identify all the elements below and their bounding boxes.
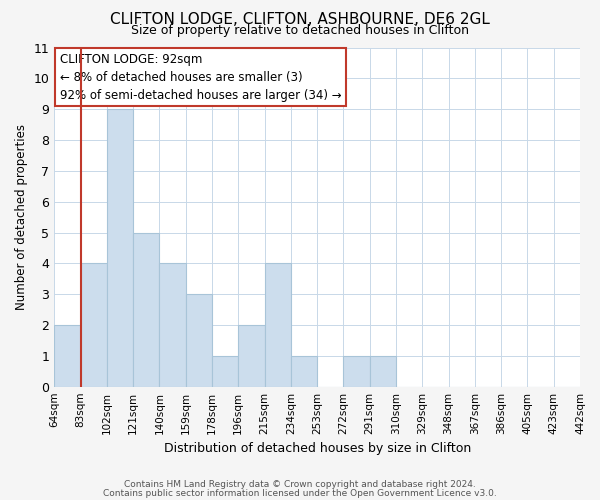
Text: CLIFTON LODGE: 92sqm
← 8% of detached houses are smaller (3)
92% of semi-detache: CLIFTON LODGE: 92sqm ← 8% of detached ho…: [59, 52, 341, 102]
Bar: [186, 294, 212, 386]
Text: CLIFTON LODGE, CLIFTON, ASHBOURNE, DE6 2GL: CLIFTON LODGE, CLIFTON, ASHBOURNE, DE6 2…: [110, 12, 490, 28]
Bar: [54, 325, 80, 386]
Text: Contains public sector information licensed under the Open Government Licence v3: Contains public sector information licen…: [103, 488, 497, 498]
Bar: [238, 325, 265, 386]
Text: Size of property relative to detached houses in Clifton: Size of property relative to detached ho…: [131, 24, 469, 37]
Text: Contains HM Land Registry data © Crown copyright and database right 2024.: Contains HM Land Registry data © Crown c…: [124, 480, 476, 489]
Bar: [107, 109, 133, 386]
Bar: [291, 356, 317, 386]
Bar: [133, 232, 160, 386]
X-axis label: Distribution of detached houses by size in Clifton: Distribution of detached houses by size …: [164, 442, 471, 455]
Bar: [265, 264, 291, 386]
Bar: [370, 356, 396, 386]
Bar: [80, 264, 107, 386]
Y-axis label: Number of detached properties: Number of detached properties: [15, 124, 28, 310]
Bar: [343, 356, 370, 386]
Bar: [160, 264, 186, 386]
Bar: [212, 356, 238, 386]
